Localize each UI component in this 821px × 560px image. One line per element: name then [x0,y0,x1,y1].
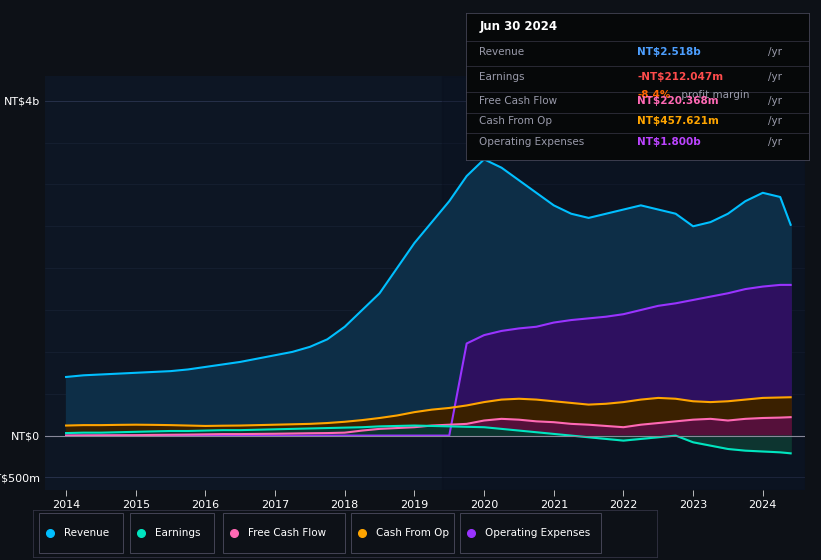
Text: Cash From Op: Cash From Op [376,529,449,538]
Text: /yr: /yr [768,96,782,106]
Text: Jun 30 2024: Jun 30 2024 [479,20,557,32]
Text: /yr: /yr [768,137,782,147]
Text: Earnings: Earnings [479,72,525,82]
Bar [443,76,805,490]
Text: /yr: /yr [768,116,782,127]
Text: profit margin: profit margin [678,90,750,100]
Text: Free Cash Flow: Free Cash Flow [479,96,557,106]
Text: NT$457.621m: NT$457.621m [637,116,719,127]
Text: /yr: /yr [768,48,782,58]
Text: Operating Expenses: Operating Expenses [485,529,590,538]
Text: Revenue: Revenue [479,48,525,58]
Text: -NT$212.047m: -NT$212.047m [637,72,723,82]
Text: NT$220.368m: NT$220.368m [637,96,718,106]
Text: Revenue: Revenue [64,529,109,538]
Text: /yr: /yr [768,72,782,82]
Text: Cash From Op: Cash From Op [479,116,553,127]
Text: Earnings: Earnings [154,529,200,538]
Text: Operating Expenses: Operating Expenses [479,137,585,147]
Text: Free Cash Flow: Free Cash Flow [248,529,326,538]
Text: NT$1.800b: NT$1.800b [637,137,701,147]
Text: NT$2.518b: NT$2.518b [637,48,701,58]
Text: -8.4%: -8.4% [637,90,671,100]
